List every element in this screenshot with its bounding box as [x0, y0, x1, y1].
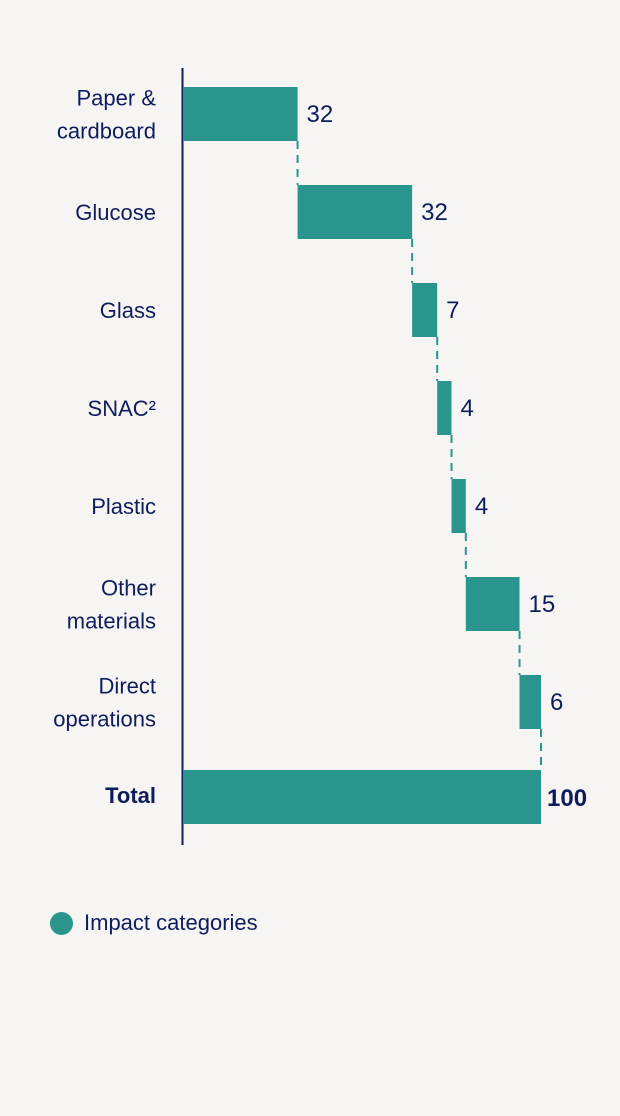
legend-swatch — [50, 911, 73, 935]
legend: Impact categories — [50, 910, 258, 936]
bar-6 — [519, 675, 541, 729]
bar-2 — [412, 283, 438, 337]
category-label-2: Glass — [100, 298, 156, 323]
bar-3 — [437, 381, 452, 435]
connector-lines — [296, 141, 542, 770]
bar-4 — [451, 479, 466, 533]
category-label-3: SNAC² — [88, 396, 156, 421]
category-label-5: Other materials — [67, 576, 156, 634]
category-label-1: Glucose — [75, 200, 156, 225]
legend-label: Impact categories — [84, 910, 258, 935]
bar-total — [183, 770, 541, 824]
value-labels-group: 32 32 7 4 4 15 6 100 — [307, 101, 587, 812]
value-label-1: 32 — [421, 199, 448, 226]
value-label-3: 4 — [461, 395, 474, 422]
value-label-4: 4 — [475, 493, 488, 520]
value-label-total: 100 — [547, 785, 587, 812]
bar-1 — [297, 185, 413, 239]
value-label-0: 32 — [307, 101, 334, 128]
category-labels-group: Paper & cardboard Glucose Glass SNAC² Plastic… — [53, 86, 156, 809]
value-label-6: 6 — [550, 689, 563, 716]
bar-5 — [465, 577, 520, 631]
value-label-5: 15 — [529, 591, 556, 618]
category-label-0: Paper & cardboard — [57, 86, 156, 144]
category-label-total: Total — [105, 783, 156, 808]
bar-0 — [183, 87, 298, 141]
category-label-4: Plastic — [91, 494, 156, 519]
bars-group — [183, 87, 541, 824]
category-label-6: Direct operations — [53, 674, 156, 732]
value-label-2: 7 — [446, 297, 459, 324]
waterfall-chart: Paper & cardboard Glucose Glass SNAC² Plastic… — [53, 68, 587, 845]
